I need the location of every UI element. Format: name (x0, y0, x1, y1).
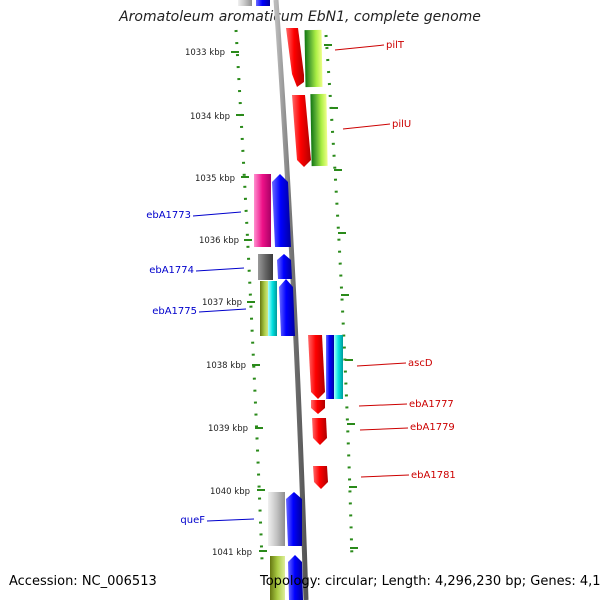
gene-arrow (286, 28, 304, 87)
gene-label: ascD (408, 358, 433, 369)
gene-arrow (238, 0, 252, 6)
gene-label: pilU (392, 119, 411, 130)
gene-label: ebA1779 (410, 422, 455, 433)
gene-labels-forward: pilT pilU ascD ebA1777 ebA1779 ebA1781 (386, 40, 456, 481)
leader-lines-forward (334, 44, 410, 478)
scale-label: 1037 kbp (202, 298, 242, 308)
scale-label: 1036 kbp (199, 236, 239, 246)
gene-arrow (254, 174, 271, 247)
gene-label: ebA1773 (146, 210, 191, 221)
scale-label: 1041 kbp (212, 548, 252, 558)
genome-title: Aromatoleum aromaticum EbN1, complete ge… (119, 9, 481, 25)
gene-arrow (286, 492, 302, 546)
gene-label: ebA1777 (409, 399, 454, 410)
gene-arrow (311, 400, 325, 414)
gene-arrow (270, 556, 285, 600)
gene-label: ebA1774 (149, 265, 194, 276)
scale-ticks-left (231, 51, 267, 552)
leader-lines-reverse (192, 211, 255, 522)
scale-label: 1038 kbp (206, 361, 246, 371)
gene-label: pilT (386, 40, 405, 51)
scale-ring-left (234, 29, 264, 561)
gene-arrow (308, 335, 325, 399)
scale-label: 1033 kbp (185, 48, 225, 58)
gene-arrow (310, 93, 328, 167)
gene-arrow (260, 281, 269, 336)
gene-arrow (304, 29, 323, 88)
scale-ticks-right (324, 44, 358, 549)
gene-arrow (258, 254, 273, 280)
gene-arrow (279, 279, 295, 336)
scale-label: 1040 kbp (210, 487, 250, 497)
topology-text: Topology: circular; Length: 4,296,230 bp… (260, 574, 600, 589)
gene-arrow (277, 254, 292, 279)
gene-arrow (272, 174, 291, 247)
gene-arrow (256, 0, 270, 6)
gene-arrow (334, 335, 343, 399)
gene-label: queF (180, 515, 205, 526)
gene-arrow (268, 492, 285, 546)
gene-arrow (312, 418, 327, 445)
scale-label: 1035 kbp (195, 174, 235, 184)
genome-backbone (273, 0, 309, 600)
gene-labels-reverse: ebA1773 ebA1774 ebA1775 queF (146, 210, 205, 526)
scale-ring-right (324, 34, 354, 561)
gene-label: ebA1775 (152, 306, 197, 317)
gene-arrow (288, 555, 303, 600)
gene-arrow (313, 466, 328, 489)
gene-arrow (326, 335, 334, 399)
scale-label: 1034 kbp (190, 112, 230, 122)
gene-arrow (268, 281, 277, 336)
gene-arrow (292, 95, 311, 167)
gene-label: ebA1781 (411, 470, 456, 481)
scale-label: 1039 kbp (208, 424, 248, 434)
accession-text: Accession: NC_006513 (9, 574, 157, 589)
scale-labels: 1033 kbp 1034 kbp 1035 kbp 1036 kbp 1037… (185, 48, 252, 558)
